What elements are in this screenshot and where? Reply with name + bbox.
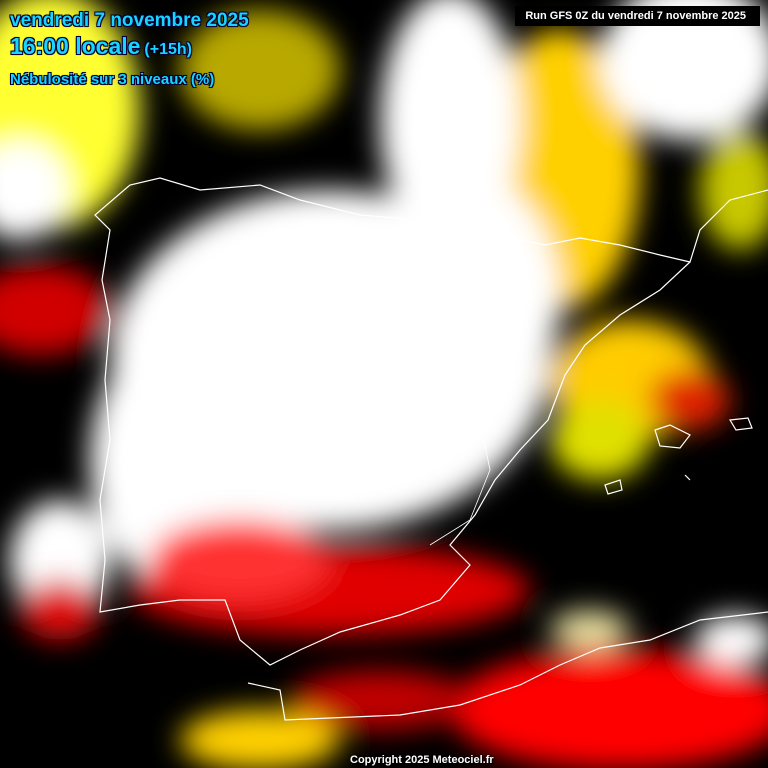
forecast-time: 16:00 locale (+15h)	[10, 33, 192, 60]
parameter-title: Nébulosité sur 3 niveaux (%)	[10, 71, 215, 88]
forecast-date: vendredi 7 novembre 2025	[10, 10, 249, 31]
coastline	[94, 177, 768, 721]
copyright: Copyright 2025 Meteociel.fr	[350, 754, 494, 766]
local-time: 16:00 locale	[10, 33, 141, 59]
lead-time: (+15h)	[144, 41, 192, 58]
model-run-info: Run GFS 0Z du vendredi 7 novembre 2025	[515, 6, 760, 26]
